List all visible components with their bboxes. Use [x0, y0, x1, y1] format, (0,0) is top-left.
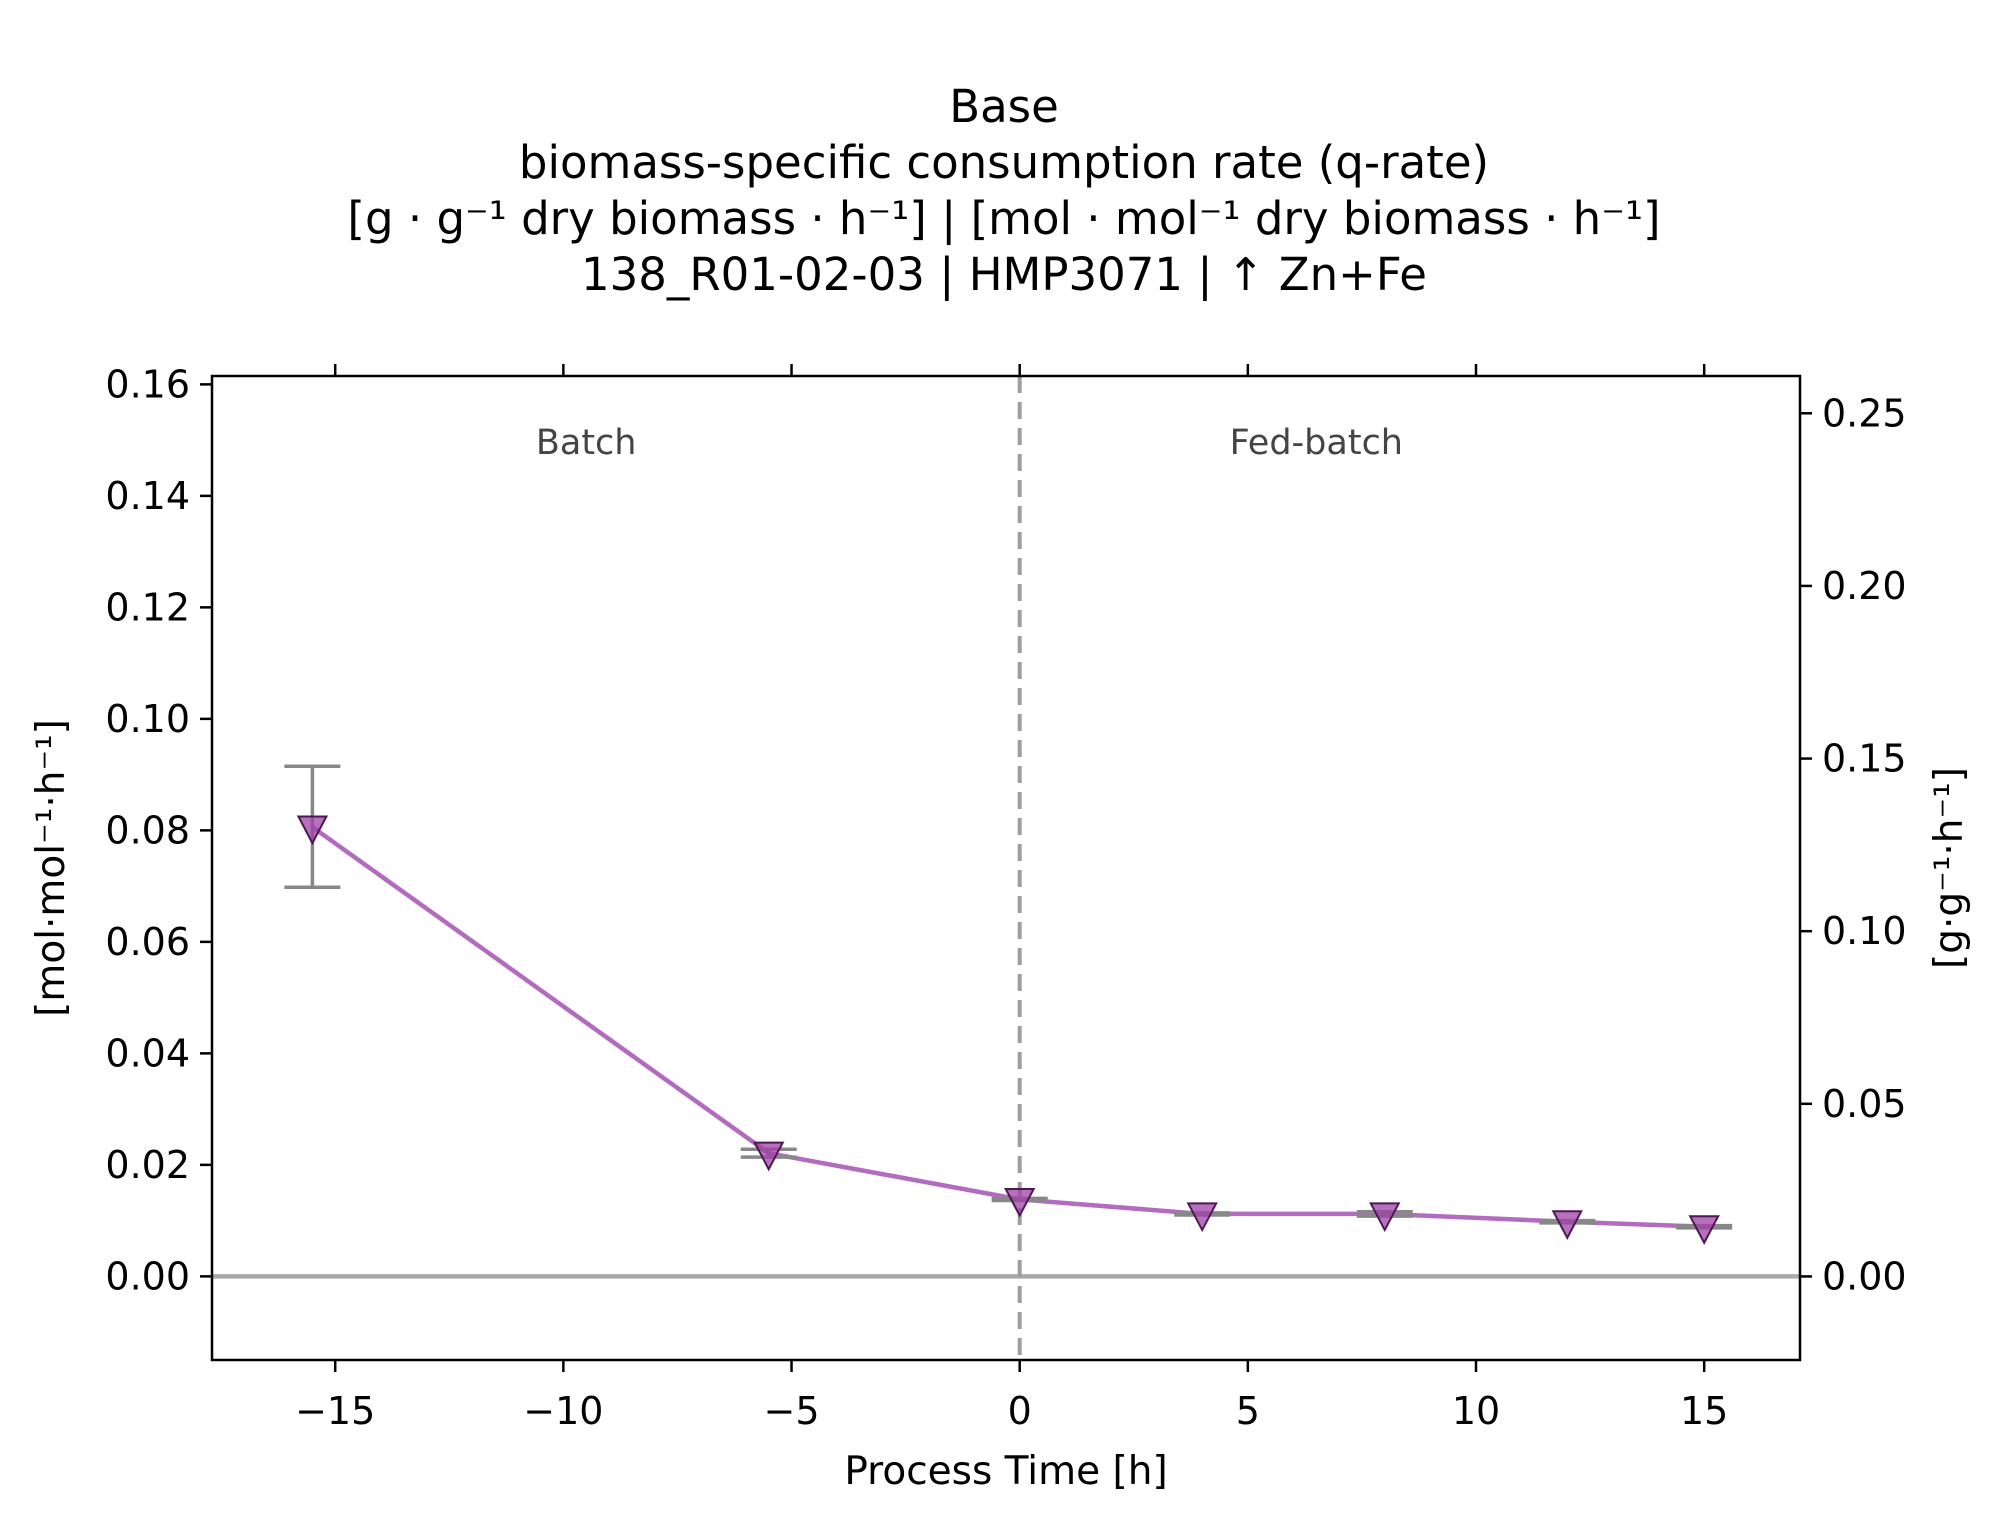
plot-area: Batch Fed-batch [212, 376, 1800, 1360]
series-line-0 [311, 825, 1705, 1230]
y-right-tick-label-2: 0.10 [1822, 909, 1907, 953]
title-line-2: biomass-specific consumption rate (q-rat… [519, 136, 1489, 189]
y-left-tick-label-2: 0.04 [105, 1031, 190, 1075]
y-left-tick-label-0: 0.00 [105, 1254, 190, 1298]
y-right-tick-label-1: 0.05 [1822, 1082, 1907, 1126]
y-left-tick-label-7: 0.14 [105, 474, 190, 518]
y-right-tick-label-4: 0.20 [1822, 564, 1907, 608]
data-point-2 [1004, 1187, 1036, 1218]
title-line-1: Base [949, 80, 1059, 133]
y-axis-right-label: [g·g⁻¹·h⁻¹] [1927, 767, 1972, 969]
y-left-tick-label-1: 0.02 [105, 1143, 190, 1187]
x-tick-label-2: −5 [764, 1389, 820, 1433]
phase-label-1: Fed-batch [1230, 423, 1403, 463]
data-point-6 [1688, 1215, 1720, 1246]
x-axis-label: Process Time [h] [844, 1449, 1167, 1494]
data-point-3 [1186, 1202, 1218, 1233]
chart-title: Base biomass-specific consumption rate (… [347, 80, 1660, 301]
y-axis-left-label: [mol·mol⁻¹·h⁻¹] [29, 719, 74, 1017]
y-left-tick-label-8: 0.16 [105, 362, 190, 406]
x-tick-label-3: 0 [1008, 1389, 1032, 1433]
y-right-tick-label-3: 0.15 [1822, 737, 1907, 781]
x-tick-label-6: 15 [1680, 1389, 1728, 1433]
plot-frame [210, 374, 1802, 1362]
y-left-tick-label-5: 0.10 [105, 697, 190, 741]
phase-label-0: Batch [536, 423, 637, 463]
x-tick-label-0: −15 [295, 1389, 375, 1433]
y-right-tick-label-5: 0.25 [1822, 391, 1907, 435]
x-tick-label-1: −10 [523, 1389, 603, 1433]
data-point-1 [753, 1141, 785, 1172]
y-left-tick-label-6: 0.12 [105, 585, 190, 629]
y-left-tick-label-4: 0.08 [105, 808, 190, 852]
y-right-tick-label-0: 0.00 [1822, 1254, 1907, 1298]
y-left-tick-label-3: 0.06 [105, 920, 190, 964]
data-series [284, 764, 1733, 1246]
axes: −15 −10 −5 0 5 10 15 0.00 0.02 0.04 0.06 0.08 0.10 0.… [105, 362, 1906, 1433]
title-line-4: 138_R01-02-03 | HMP3071 | ↑ Zn+Fe [581, 248, 1427, 301]
x-tick-label-4: 5 [1236, 1389, 1260, 1433]
data-point-5 [1551, 1210, 1583, 1240]
data-point-0 [296, 815, 329, 846]
title-line-3: [g · g⁻¹ dry biomass · h⁻¹] | [mol · mol… [347, 192, 1660, 245]
x-tick-label-5: 10 [1452, 1389, 1500, 1433]
data-point-4 [1369, 1202, 1401, 1233]
